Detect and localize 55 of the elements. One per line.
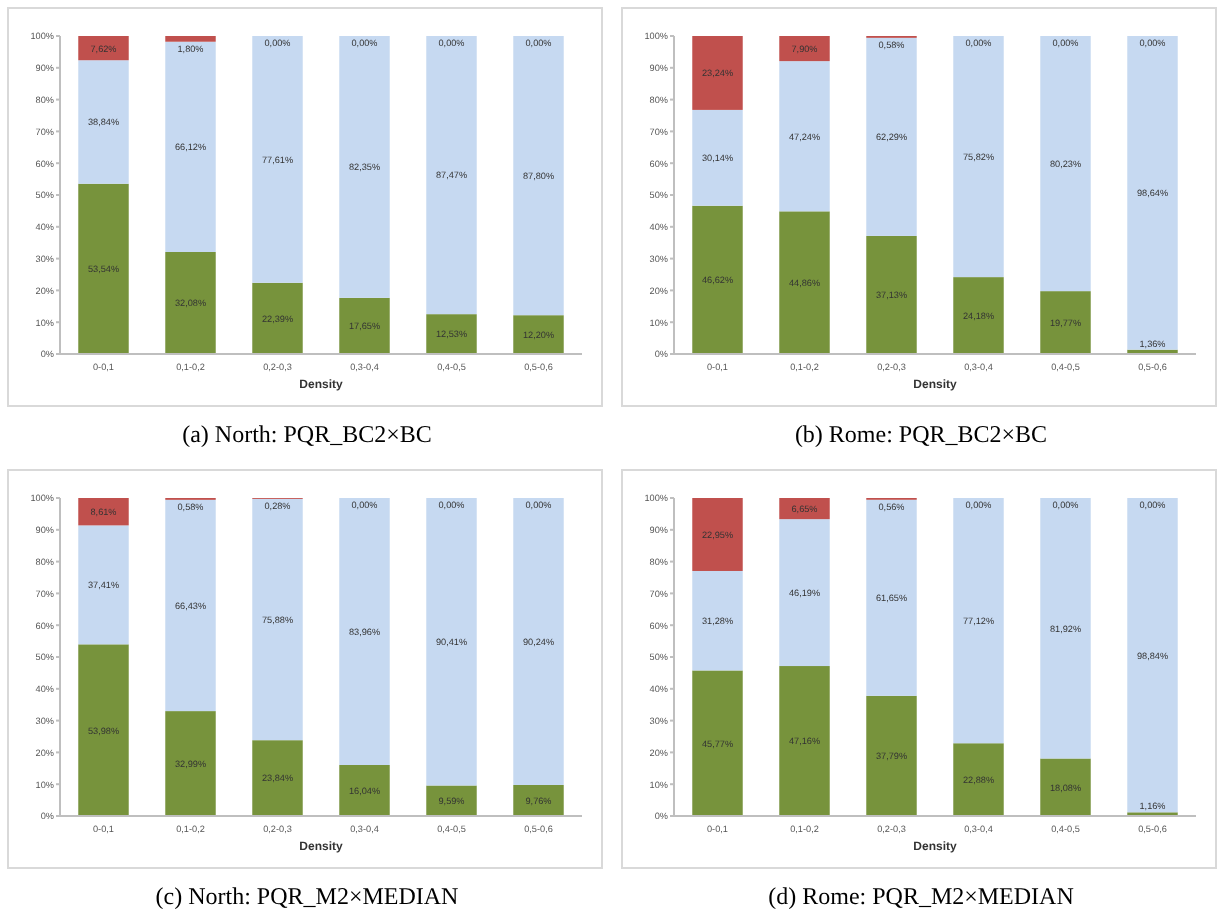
bar [513, 784, 564, 816]
bar [339, 297, 390, 354]
bar [513, 315, 564, 354]
bar [1127, 36, 1178, 350]
bar [1040, 291, 1091, 354]
bar [953, 277, 1004, 354]
bar [426, 498, 477, 786]
bar [165, 36, 216, 42]
bar [165, 711, 216, 816]
text: (d) Rome: PQR_M2×MEDIAN [768, 882, 1075, 910]
bar [1040, 498, 1091, 759]
bar [78, 498, 129, 526]
bar [513, 498, 564, 785]
text: (a) North: PQR_BC2×BC [182, 420, 432, 448]
bar [165, 499, 216, 712]
bar [252, 36, 303, 283]
bar [252, 282, 303, 354]
bar [426, 36, 477, 315]
bar [165, 41, 216, 252]
bar [513, 36, 564, 316]
bar [692, 498, 743, 571]
bar [692, 109, 743, 206]
bar [78, 183, 129, 354]
text: (b) Rome: PQR_BC2×BC [794, 420, 1048, 448]
bar [866, 37, 917, 236]
bar [779, 666, 830, 816]
bar [779, 36, 830, 62]
bar [78, 525, 129, 645]
bar [426, 314, 477, 354]
bar [953, 36, 1004, 278]
bar [692, 205, 743, 354]
bar [866, 499, 917, 696]
bar [78, 644, 129, 816]
bar [1127, 498, 1178, 813]
bar [1040, 36, 1091, 292]
bar [779, 519, 830, 667]
bar [252, 498, 303, 741]
bar [692, 670, 743, 816]
bar [252, 740, 303, 816]
bar [866, 695, 917, 816]
bar [692, 36, 743, 110]
bar [78, 60, 129, 184]
bar [339, 764, 390, 816]
bar [78, 36, 129, 61]
text: (c) North: PQR_M2×MEDIAN [155, 882, 460, 910]
bar [1040, 758, 1091, 816]
bar [953, 743, 1004, 816]
bar [779, 211, 830, 354]
bar [339, 36, 390, 298]
bar [692, 570, 743, 671]
bar [866, 235, 917, 354]
bar [165, 251, 216, 354]
bar [953, 498, 1004, 744]
bar [339, 498, 390, 765]
bar [779, 61, 830, 212]
